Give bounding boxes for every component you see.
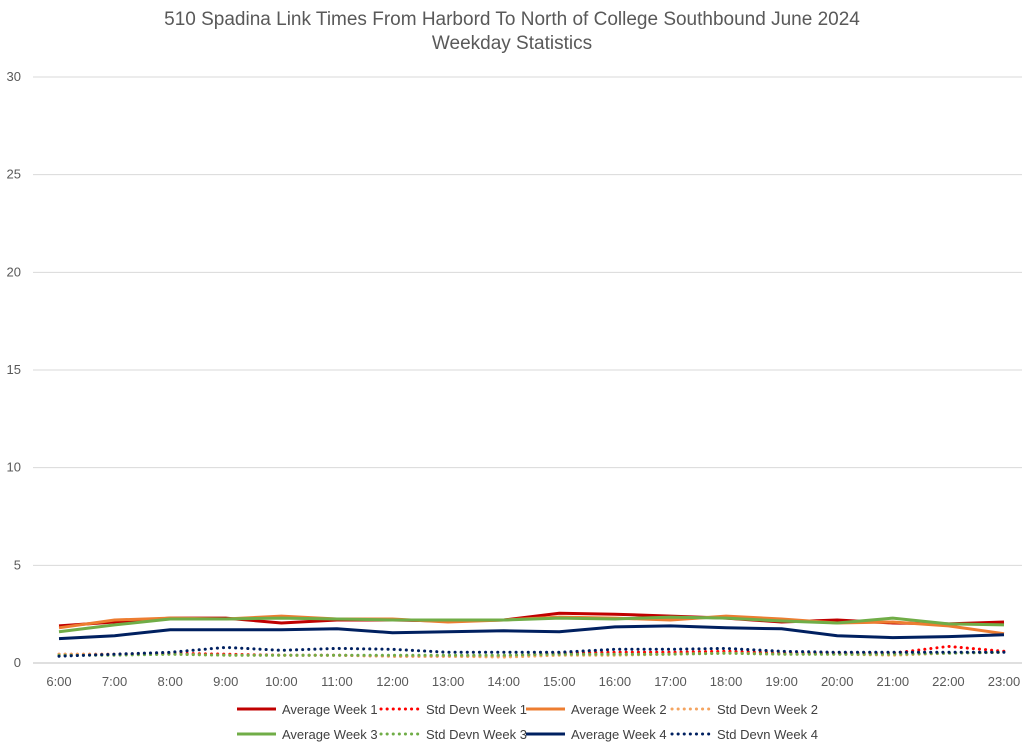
y-tick-label: 15 xyxy=(7,362,21,377)
y-tick-label: 5 xyxy=(14,557,21,572)
legend-item-4: Std Devn Week 2 xyxy=(670,702,818,717)
y-tick-label: 30 xyxy=(7,69,21,84)
legend-item-5: Average Week 3 xyxy=(237,727,378,742)
series-line-6 xyxy=(57,650,1006,657)
x-tick-label: 9:00 xyxy=(213,674,238,689)
legend-label: Average Week 2 xyxy=(571,702,667,717)
series-line-7 xyxy=(58,624,1005,641)
x-tick-label: 12:00 xyxy=(376,674,409,689)
series-line-5 xyxy=(58,615,1005,634)
chart-title: 510 Spadina Link Times From Harbord To N… xyxy=(0,8,1024,56)
x-tick-label: 22:00 xyxy=(932,674,965,689)
y-tick-label: 25 xyxy=(7,167,21,182)
legend-item-8: Std Devn Week 4 xyxy=(670,727,818,742)
gridlines xyxy=(33,76,1022,664)
x-tick-label: 18:00 xyxy=(710,674,743,689)
legend-item-7: Average Week 4 xyxy=(526,727,667,742)
x-tick-label: 8:00 xyxy=(158,674,183,689)
chart-title-line1: 510 Spadina Link Times From Harbord To N… xyxy=(164,9,860,30)
legend-item-2: Std Devn Week 1 xyxy=(379,702,527,717)
legend-item-1: Average Week 1 xyxy=(237,702,378,717)
legend-label: Std Devn Week 2 xyxy=(717,702,818,717)
legend-label: Average Week 1 xyxy=(282,702,378,717)
x-tick-label: 17:00 xyxy=(654,674,687,689)
x-tick-label: 20:00 xyxy=(821,674,854,689)
y-axis: 0 5 10 15 20 25 30 xyxy=(7,69,21,670)
x-tick-label: 21:00 xyxy=(877,674,910,689)
legend-label: Average Week 4 xyxy=(571,727,667,742)
x-tick-label: 13:00 xyxy=(432,674,465,689)
legend-label: Std Devn Week 1 xyxy=(426,702,527,717)
x-tick-label: 14:00 xyxy=(487,674,520,689)
series-line-8 xyxy=(57,645,1006,658)
x-tick-label: 11:00 xyxy=(321,674,353,689)
legend-item-3: Average Week 2 xyxy=(526,702,667,717)
legend: Average Week 1 Std Devn Week 1 Average Wee… xyxy=(237,702,818,742)
y-tick-label: 10 xyxy=(7,460,21,475)
x-tick-label: 6:00 xyxy=(46,674,71,689)
x-tick-label: 10:00 xyxy=(265,674,298,689)
y-tick-label: 20 xyxy=(7,264,21,279)
x-tick-label: 7:00 xyxy=(102,674,127,689)
x-tick-label: 23:00 xyxy=(988,674,1021,689)
legend-label: Std Devn Week 4 xyxy=(717,727,818,742)
legend-label: Average Week 3 xyxy=(282,727,378,742)
legend-item-6: Std Devn Week 3 xyxy=(379,727,527,742)
y-tick-label: 0 xyxy=(14,655,21,670)
plot-area xyxy=(57,611,1006,659)
chart-subtitle: Weekday Statistics xyxy=(431,33,593,54)
x-tick-label: 19:00 xyxy=(765,674,798,689)
x-tick-label: 16:00 xyxy=(599,674,632,689)
legend-label: Std Devn Week 3 xyxy=(426,727,527,742)
x-axis: 6:00 7:00 8:00 9:00 10:00 11:00 12:00 13:00 14:0… xyxy=(46,674,1020,689)
x-tick-label: 15:00 xyxy=(543,674,576,689)
